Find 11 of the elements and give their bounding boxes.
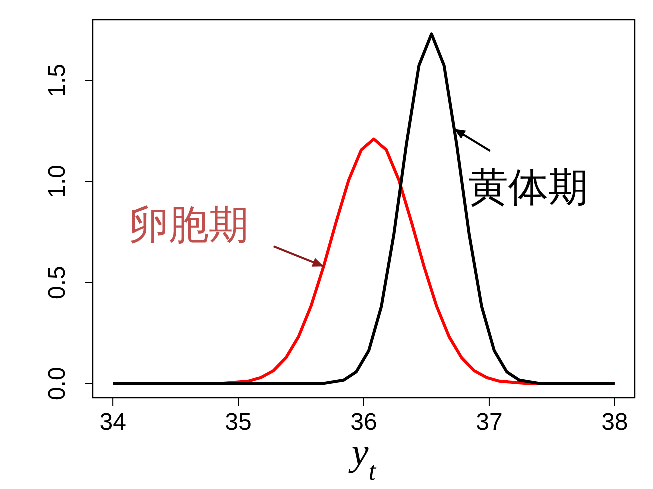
y-tick-label: 0.0 xyxy=(44,367,71,401)
annotation: 卵胞期 xyxy=(128,202,249,249)
x-tick-label: 37 xyxy=(476,409,503,436)
x-tick-label: 35 xyxy=(225,409,252,436)
y-tick-label: 0.5 xyxy=(44,266,71,300)
annotation: 黄体期 xyxy=(468,165,588,212)
line-series xyxy=(112,32,616,386)
y-tick-label: 1.0 xyxy=(44,165,71,198)
x-tick-label: 34 xyxy=(100,409,126,436)
y-tick-label: 1.5 xyxy=(44,64,71,98)
x-tick-label: 38 xyxy=(602,409,628,436)
